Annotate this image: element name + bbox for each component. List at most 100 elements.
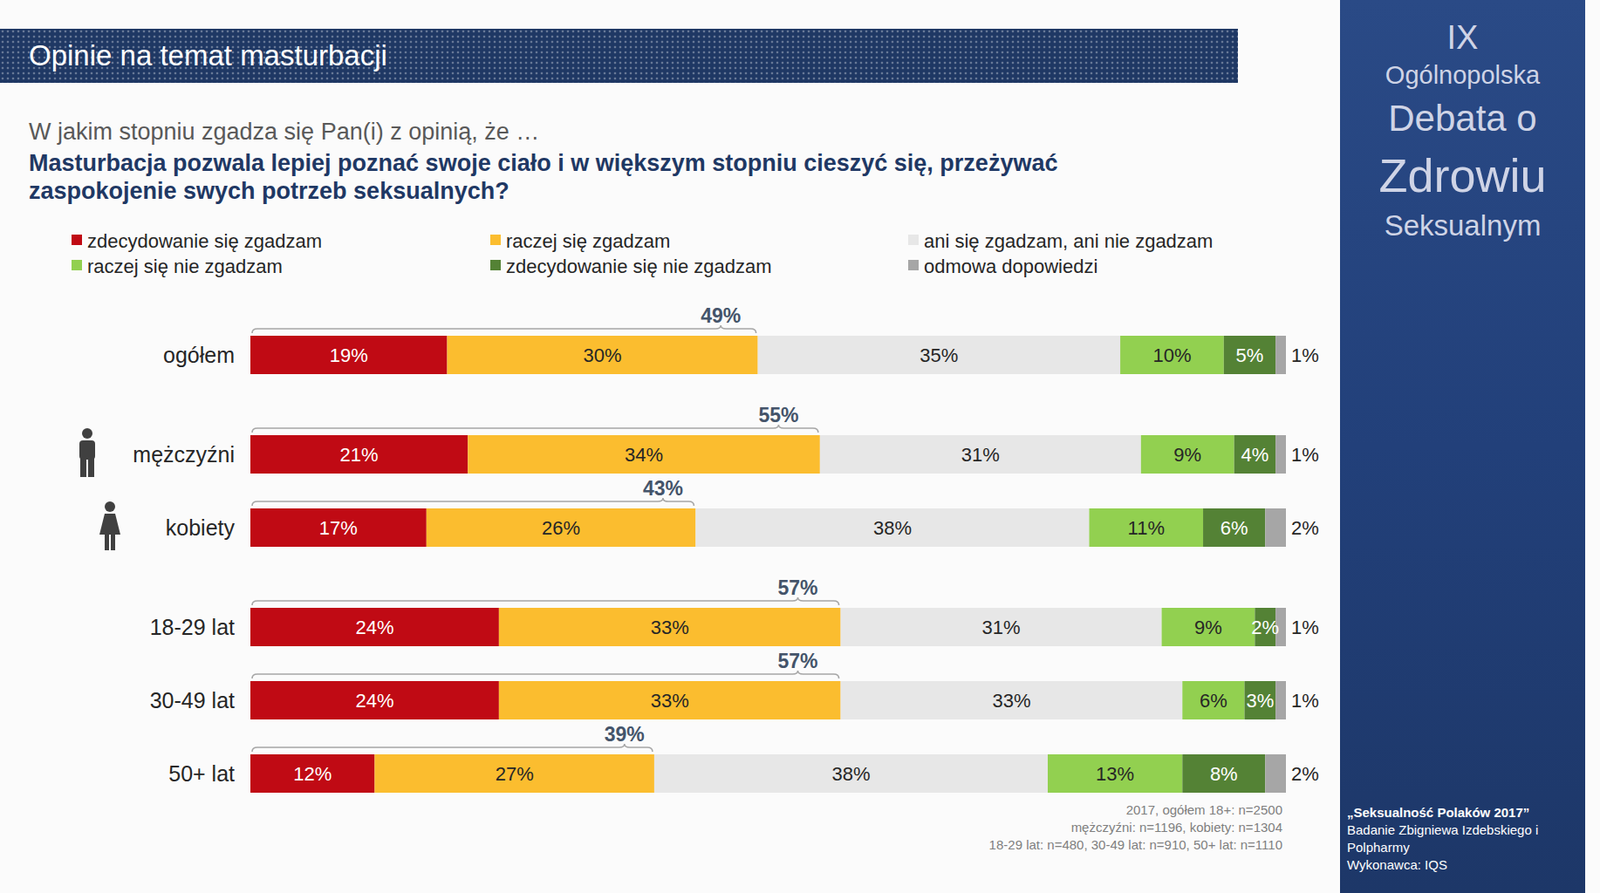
credit-line: Badanie Zbigniewa Izdebskiego i Polpharm…	[1347, 821, 1581, 857]
legend-label: odmowa dopowiedzi	[923, 255, 1098, 278]
data-label: 24%	[355, 616, 394, 639]
bar-segment	[250, 754, 375, 794]
legend-label: raczej się zgadzam	[505, 230, 671, 253]
bar-segment	[1275, 435, 1286, 474]
legend-item: raczej się zgadzam	[490, 230, 671, 253]
bar-segment	[250, 335, 448, 375]
bar-segment	[695, 508, 1089, 548]
bar-segment	[1275, 681, 1286, 720]
legend-label: raczej się nie zgadzam	[87, 255, 283, 278]
bar-segment	[758, 335, 1121, 375]
data-label: 3%	[1245, 690, 1274, 712]
bar-segment	[447, 335, 759, 375]
data-label: 38%	[873, 517, 912, 540]
bar-segment	[1120, 335, 1224, 375]
legend-item: ani się zgadzam, ani nie zgadzam	[908, 230, 1213, 253]
sidebar-line: Zdrowiu	[1340, 148, 1586, 203]
data-label: 31%	[982, 616, 1021, 639]
data-label: 9%	[1194, 616, 1223, 639]
data-label: 5%	[1236, 344, 1265, 367]
data-label: 10%	[1152, 344, 1191, 367]
top2-label: 39%	[604, 723, 645, 746]
top2-label: 57%	[777, 649, 818, 673]
legend-swatch	[908, 259, 919, 271]
bar-segment	[1182, 754, 1265, 794]
data-label: 1%	[1291, 344, 1320, 367]
top2-label: 57%	[777, 576, 818, 600]
header-band: Opinie na temat masturbacji	[0, 28, 1238, 83]
credit-line: Wykonawca: IQS	[1347, 856, 1581, 875]
data-label: 24%	[355, 690, 394, 712]
bar-segment	[820, 435, 1142, 474]
top2-label: 43%	[642, 477, 684, 500]
note: 18-29 lat: n=480, 30-49 lat: n=910, 50+ …	[989, 837, 1283, 853]
data-label: 33%	[650, 690, 690, 712]
question: Masturbacja pozwala lepiej poznać swoje …	[28, 149, 1133, 206]
data-label: 33%	[650, 616, 690, 639]
data-label: 13%	[1095, 763, 1135, 786]
data-label: 2%	[1291, 763, 1320, 786]
category-label: ogółem	[163, 342, 235, 368]
icon-woman	[99, 501, 121, 551]
bar-segment	[374, 754, 654, 794]
category-label: mężczyźni	[132, 442, 235, 467]
data-label: 1%	[1291, 690, 1320, 712]
data-label: 31%	[961, 444, 1000, 466]
data-label: 38%	[831, 763, 870, 786]
bar-segment	[250, 681, 500, 720]
chart: zdecydowanie się zgadzam raczej się zgadz…	[0, 0, 1600, 893]
legend-item: raczej się nie zgadzam	[71, 255, 283, 278]
bar-segment	[1244, 681, 1277, 720]
credit-line: „Seksualność Polaków 2017”	[1347, 804, 1581, 822]
data-label: 8%	[1210, 763, 1238, 786]
top2-bracket	[252, 498, 694, 506]
legend-item: zdecydowanie się nie zgadzam	[490, 255, 773, 278]
bar-segment	[250, 608, 500, 647]
bar-segment	[250, 508, 427, 548]
data-label: 9%	[1173, 444, 1202, 466]
legend-swatch	[71, 234, 83, 246]
credits: „Seksualność Polaków 2017”Badanie Zbigni…	[1347, 804, 1581, 875]
bar-segment	[250, 435, 468, 474]
bar-segment	[1264, 754, 1286, 794]
bar-segment	[1254, 608, 1276, 647]
bar-segment	[841, 681, 1183, 720]
data-label: 1%	[1291, 444, 1320, 466]
data-label: 1%	[1291, 616, 1320, 639]
category-label: kobiety	[165, 515, 236, 541]
legend-label: zdecydowanie się zgadzam	[87, 230, 322, 253]
category-label: 30-49 lat	[150, 688, 235, 713]
data-label: 17%	[319, 517, 358, 540]
sidebar-line: Seksualnym	[1340, 209, 1586, 243]
bar-segment	[1223, 335, 1276, 375]
bar-segment	[1275, 335, 1286, 375]
bar-segment	[1047, 754, 1183, 794]
legend-label: zdecydowanie się nie zgadzam	[505, 255, 773, 278]
data-label: 6%	[1220, 517, 1249, 540]
sidebar-line: IX	[1340, 19, 1586, 57]
legend-swatch	[908, 234, 919, 246]
category-label: 50+ lat	[168, 761, 235, 787]
legend-item: zdecydowanie się zgadzam	[71, 230, 322, 253]
legend-item: odmowa dopowiedzi	[908, 255, 1098, 278]
data-label: 30%	[583, 344, 623, 367]
labels: ogółem19%30%35%10%5%1%49%mężczyźni21%34%…	[132, 304, 1319, 787]
legend-label: ani się zgadzam, ani nie zgadzam	[923, 230, 1213, 253]
question-intro: W jakim stopniu zgadza się Pan(i) z opin…	[28, 118, 540, 146]
data-label: 2%	[1291, 517, 1320, 540]
icon-man	[79, 428, 96, 478]
data-label: 34%	[624, 444, 664, 466]
bar-segment	[1182, 681, 1245, 720]
data-label: 27%	[495, 763, 534, 786]
top2-bracket	[252, 670, 840, 679]
bar-segment	[499, 608, 842, 647]
data-label: 2%	[1251, 616, 1279, 639]
data-label: 19%	[329, 344, 369, 367]
bar-segment	[426, 508, 697, 548]
bar-segment	[654, 754, 1048, 794]
bar-segment	[1275, 608, 1286, 647]
bar-segment	[499, 681, 842, 720]
bar-segment	[1141, 435, 1235, 474]
top2-bracket	[252, 597, 840, 606]
data-label: 11%	[1128, 517, 1165, 540]
